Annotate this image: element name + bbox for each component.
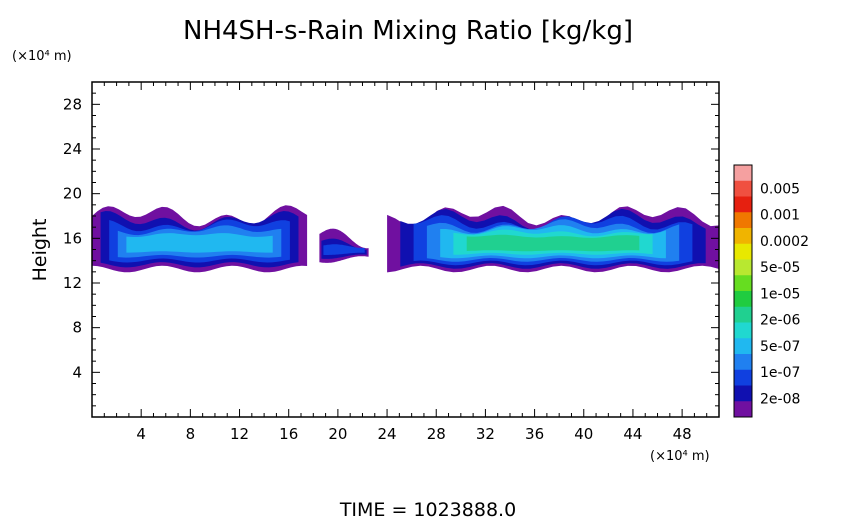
colorbar-label: 2e-08 [760,391,800,407]
colorbar-swatch [734,306,752,323]
colorbar-swatch [734,275,752,292]
y-tick-label: 20 [63,185,82,203]
colorbar-label: 5e-07 [760,339,800,355]
colorbar [733,164,753,418]
colorbar-label: 1e-05 [760,286,800,302]
field-contour [466,234,640,252]
x-tick-label: 32 [476,425,495,443]
field-contour [323,244,365,255]
x-tick-label: 36 [525,425,544,443]
x-tick-label: 4 [136,425,146,443]
colorbar-swatch [734,291,752,308]
y-tick-labels: 4 8 12 16 20 24 28 [63,95,82,381]
colorbar-swatch [734,385,752,402]
colorbar-label: 1e-07 [760,365,800,381]
x-tick-label: 20 [328,425,347,443]
colorbar-swatch [734,243,752,260]
y-tick-label: 8 [72,319,82,337]
colorbar-swatch [734,228,752,245]
colorbar-swatch [734,212,752,229]
colorbar-swatch [734,354,752,371]
y-tick-label: 16 [63,229,82,247]
x-tick-label: 40 [574,425,593,443]
y-axis-label: Height [29,219,51,282]
y-tick-label: 28 [63,95,82,113]
x-tick-label: 28 [427,425,446,443]
x-unit-label: (×10⁴ m) [650,449,710,464]
colorbar-swatch [734,259,752,276]
colorbar-label: 0.001 [760,208,800,224]
colorbar-label: 5e-05 [760,260,800,276]
x-tick-label: 12 [230,425,249,443]
colorbar-labels: 0.005 0.001 0.0002 5e-05 1e-05 2e-06 5e-07 1e-0… [760,181,809,407]
y-tick-label: 12 [63,274,82,292]
colorbar-swatch [734,180,752,197]
colorbar-swatch [734,196,752,213]
x-tick-label: 48 [673,425,692,443]
x-tick-label: 24 [378,425,397,443]
field-contour [126,233,273,253]
x-tick-labels: 4 8 12 16 20 24 28 32 36 40 44 48 [136,425,691,443]
x-tick-label: 44 [623,425,642,443]
time-label: TIME = 1023888.0 [339,499,516,519]
y-tick-label: 4 [72,363,82,381]
colorbar-swatch [734,322,752,339]
colorbar-label: 0.0002 [760,234,809,250]
colorbar-swatch [734,165,752,182]
heatmap-field [92,205,719,273]
colorbar-label: 0.005 [760,181,800,197]
y-tick-label: 24 [63,140,82,158]
x-tick-label: 16 [279,425,298,443]
colorbar-swatch [734,338,752,355]
colorbar-frame [733,164,753,418]
colorbar-label: 2e-06 [760,313,800,329]
colorbar-swatch [734,369,752,386]
x-tick-label: 8 [186,425,196,443]
colorbar-swatch [734,401,752,418]
axis-ticks [92,82,719,417]
chart-title: NH4SH-s-Rain Mixing Ratio [kg/kg] [183,16,633,46]
y-unit-label: (×10⁴ m) [12,49,72,64]
